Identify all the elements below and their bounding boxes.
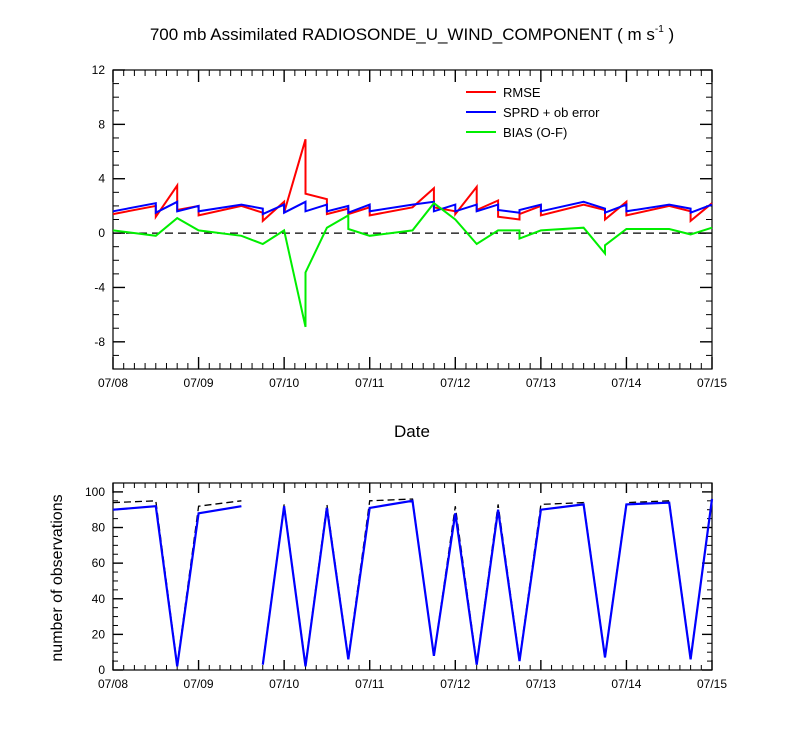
- legend-label: BIAS (O-F): [503, 125, 567, 140]
- top-y-tick-label: -4: [94, 280, 105, 294]
- top-y-tick-label: 8: [98, 117, 105, 131]
- bottom-x-tick-label: 07/09: [184, 677, 214, 691]
- top-x-tick-label: 07/13: [526, 376, 556, 390]
- bottom-y-axis-title: number of observations: [49, 494, 66, 661]
- top-x-tick-label: 07/12: [440, 376, 470, 390]
- bottom-y-tick-label: 80: [92, 521, 106, 535]
- series-line-bias-o-f: [112, 201, 713, 328]
- bottom-frame: [112, 482, 713, 671]
- bottom-x-tick-label: 07/11: [355, 677, 384, 691]
- top-x-tick-label: 07/11: [355, 376, 384, 390]
- legend-label: RMSE: [503, 85, 541, 100]
- top-x-tick-label: 07/09: [184, 376, 214, 390]
- bottom-panel: 07/08 07/09 07/10 07/11 07/12 07/13 07/14 07/15…: [85, 482, 727, 691]
- bottom-y-tick-label: 0: [98, 663, 105, 677]
- chart-title-superscript: -1: [655, 24, 664, 35]
- bottom-y-tick-label: 40: [92, 592, 106, 606]
- bottom-x-tick-label: 07/08: [98, 677, 128, 691]
- possible-obs-line: [112, 500, 242, 665]
- bottom-y-tick-label: 20: [92, 627, 106, 641]
- bottom-x-tick-label: 07/12: [440, 677, 470, 691]
- series-line-rmse: [112, 139, 713, 224]
- top-x-tick-label: 07/08: [98, 376, 128, 390]
- used-obs-line: [112, 505, 242, 667]
- bottom-x-tick-label: 07/10: [269, 677, 299, 691]
- top-x-tick-label: 07/15: [697, 376, 727, 390]
- top-x-tick-label: 07/14: [611, 376, 641, 390]
- bottom-x-tick-label: 07/14: [611, 677, 641, 691]
- top-frame: [112, 69, 713, 370]
- chart-title-end: ): [664, 25, 674, 44]
- bottom-y-tick-label: 100: [85, 485, 105, 499]
- series-line-sprd-ob-error: [112, 200, 713, 216]
- x-axis-title: Date: [394, 422, 430, 441]
- bottom-x-tick-label: 07/15: [697, 677, 727, 691]
- top-y-tick-label: 4: [98, 172, 105, 186]
- top-y-tick-label: 12: [92, 63, 106, 77]
- used-obs-line: [261, 498, 714, 667]
- top-panel: 07/08 07/09 07/10 07/11 07/12 07/13 07/14 07/15…: [92, 63, 728, 390]
- top-x-tick-label: 07/10: [269, 376, 299, 390]
- chart-title-main: 700 mb Assimilated RADIOSONDE_U_WIND_COM…: [150, 25, 655, 44]
- top-y-tick-label: -8: [94, 335, 105, 349]
- top-y-tick-label: 0: [98, 226, 105, 240]
- bottom-y-tick-label: 60: [92, 556, 106, 570]
- legend: RMSE SPRD + ob error BIAS (O-F): [466, 85, 600, 140]
- bottom-x-tick-label: 07/13: [526, 677, 556, 691]
- chart-title: 700 mb Assimilated RADIOSONDE_U_WIND_COM…: [150, 24, 674, 44]
- legend-label: SPRD + ob error: [503, 105, 600, 120]
